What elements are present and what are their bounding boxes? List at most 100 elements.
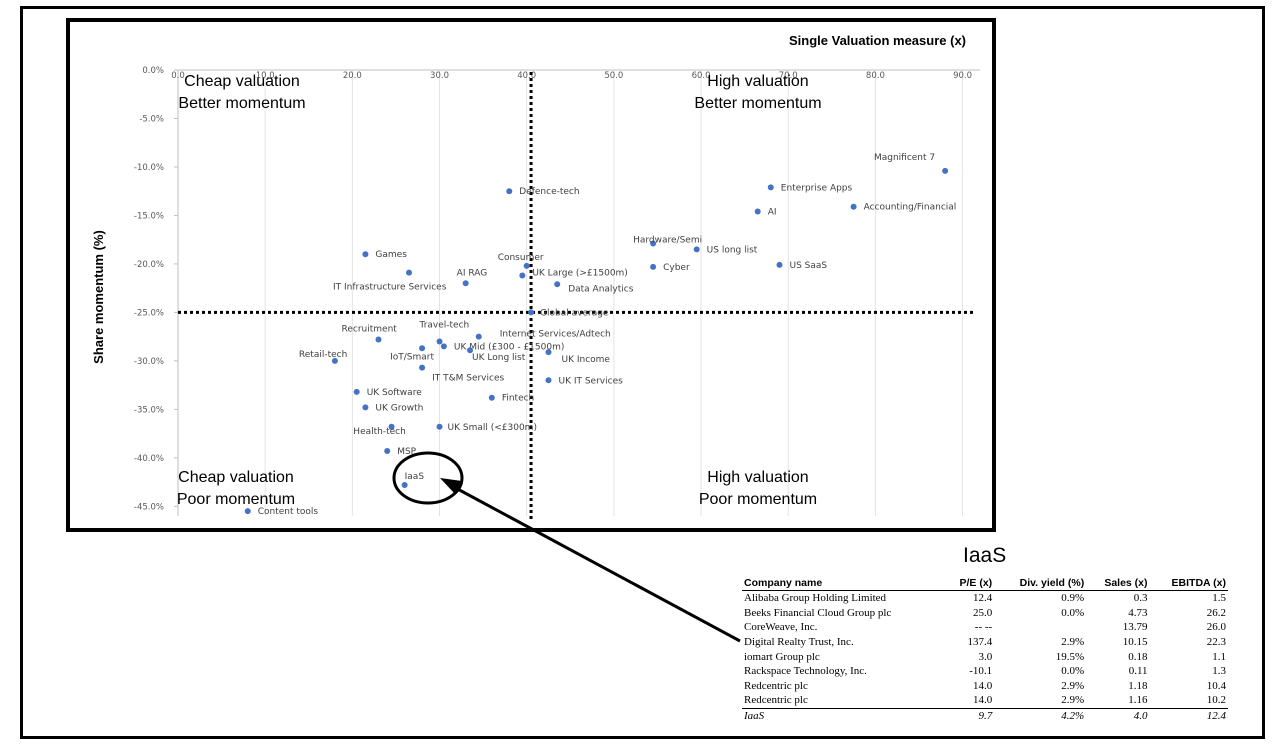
company-name-cell: Rackspace Technology, Inc. [744,665,867,678]
data-point [767,184,774,191]
data-point-label: UK Small (<£300m) [448,423,537,433]
x-tick-label: 10.0 [256,71,275,81]
table-row: iomart Group plc 3.0 19.5% 0.18 1.1 [742,649,1228,664]
data-point-label: UK Software [367,388,422,398]
data-point [488,394,495,401]
y-tick-label: -45.0% [134,502,164,512]
summary-value-cell: 12.4 [1149,707,1228,724]
value-cell: 10.4 [1206,679,1226,692]
y-tick-label: -10.0% [134,163,164,173]
table-header-row: Company name P/E (x) Div. yield (%) Sale… [742,576,1228,591]
data-point-label: AI RAG [457,268,488,278]
value-cell: 2.9% [1061,679,1085,692]
data-point [436,423,443,430]
x-tick-label: 0.0 [171,71,185,81]
col-header-ebitda: EBITDA (x) [1149,576,1228,591]
value-cell: 25.0 [972,606,993,619]
value-cell: 0.0% [1061,665,1085,678]
data-point-label: UK Mid (£300 - £1500m) [454,342,564,352]
data-point-label: Defence-tech [519,187,579,197]
data-point [331,357,338,364]
value-cell: 137.4 [967,636,993,649]
data-point-label: Hardware/Semi [633,236,702,246]
x-tick-label: 40.0 [517,71,536,81]
x-tick-label: 90.0 [953,71,972,81]
data-point-label: UK Large (>£1500m) [532,269,628,279]
table-summary-row: IaaS 9.7 4.2% 4.0 12.4 [742,707,1228,724]
col-header-company: Company name [742,576,945,591]
data-point [375,336,382,343]
value-cell: 1.5 [1212,592,1226,605]
data-point [362,251,369,258]
summary-name-cell: IaaS [742,707,945,724]
data-point [406,269,413,276]
data-point-label: IT T&M Services [432,374,504,384]
x-tick-label: 80.0 [866,71,885,81]
value-cell: -10.1 [969,665,993,678]
value-cell: 1.3 [1212,665,1226,678]
table-row: Redcentric plc 14.0 2.9% 1.18 10.4 [742,679,1228,694]
table-row: Beeks Financial Cloud Group plc 25.0 0.0% 4… [742,606,1228,621]
y-tick-label: -5.0% [139,114,164,124]
value-cell: 13.79 [1122,621,1148,634]
data-point-label: Travel-tech [419,320,470,330]
company-name-cell: Alibaba Group Holding Limited [744,592,887,605]
data-point-label: UK Growth [375,403,423,413]
data-point-label: Global average [540,308,609,318]
data-point-label: Retail-tech [299,350,347,360]
company-table: Company name P/E (x) Div. yield (%) Sale… [742,576,1228,724]
data-point-label: Enterprise Apps [781,183,853,193]
x-tick-label: 50.0 [604,71,623,81]
data-point [362,404,369,411]
y-tick-label: -25.0% [134,308,164,318]
data-point-label: AI [768,208,777,218]
table-title: IaaS [963,544,1007,567]
table-row: Rackspace Technology, Inc. -10.1 0.0% 0.11 1… [742,664,1228,679]
y-tick-label: 0.0% [142,66,164,76]
company-name-cell: CoreWeave, Inc. [744,621,818,634]
data-point-label: Content tools [258,507,319,517]
data-point [850,203,857,210]
chart-title: Single Valuation measure (x) [789,33,966,48]
value-cell: 10.15 [1122,636,1148,649]
quadrant-bottom-left-line1: Cheap valuation [178,469,294,486]
value-cell: 14.0 [944,693,995,709]
data-point [650,263,657,270]
value-cell: -- -- [974,621,993,634]
x-tick-label: 60.0 [692,71,711,81]
value-cell: 0.18 [1128,650,1148,663]
company-name-cell: iomart Group plc [744,650,820,663]
quadrant-bottom-left-line2: Poor momentum [177,491,295,508]
quadrant-top-right-line1: High valuation [707,73,808,90]
data-point-label: Cyber [663,263,690,273]
data-point-label: Accounting/Financial [864,203,957,213]
data-point-label: Magnificent 7 [874,153,935,163]
data-point [475,333,482,340]
value-cell: 3.0 [978,650,993,663]
data-point [462,280,469,287]
y-tick-label: -30.0% [134,357,164,367]
data-point-label: US long list [707,245,758,255]
x-tick-label: 70.0 [779,71,798,81]
data-point [467,347,474,354]
data-point-label: IaaS [405,472,425,482]
value-cell: 0.9% [1061,592,1085,605]
data-point-label: IT Infrastructure Services [333,283,447,293]
col-header-sales: Sales (x) [1086,576,1150,591]
data-point-label: Internet Services/Adtech [500,330,611,340]
value-cell: 19.5% [1055,650,1085,663]
data-point-label: Data Analytics [568,284,634,294]
y-tick-label: -15.0% [134,211,164,221]
value-cell: 10.2 [1149,693,1228,709]
data-point [523,262,530,269]
data-point [436,338,443,345]
table-row: Digital Realty Trust, Inc. 137.4 2.9% 10.15… [742,635,1228,650]
value-cell: 1.16 [1086,693,1150,709]
data-point [419,364,426,371]
value-cell: 0.3 [1133,592,1148,605]
quadrant-bottom-right-line1: High valuation [707,469,808,486]
y-tick-label: -40.0% [134,454,164,464]
y-axis-label: Share momentum (%) [91,230,106,364]
value-cell: 0.11 [1128,665,1148,678]
value-cell: 4.73 [1128,606,1148,619]
